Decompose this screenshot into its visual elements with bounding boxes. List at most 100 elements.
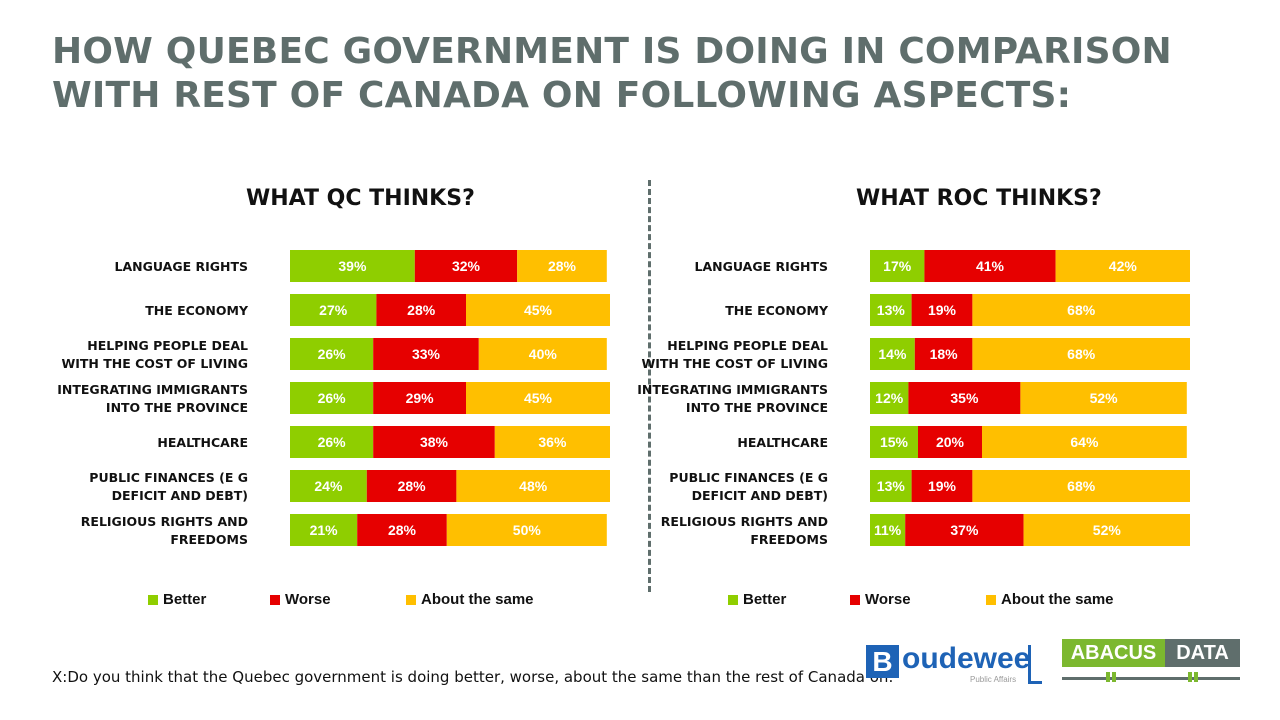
bar-segment-better xyxy=(290,338,374,370)
data-label-worse: 28% xyxy=(407,302,436,318)
bar-segment-worse xyxy=(914,338,973,370)
legend-same: About the same xyxy=(406,591,534,608)
bar-segment-better xyxy=(290,426,374,458)
data-label-same: 36% xyxy=(538,434,567,450)
data-label-worse: 19% xyxy=(928,478,957,494)
category-label: HELPING PEOPLE DEAL xyxy=(87,338,248,353)
category-label: DEFICIT AND DEBT) xyxy=(692,488,828,503)
data-label-worse: 29% xyxy=(406,390,435,406)
category-label: RELIGIOUS RIGHTS AND xyxy=(81,514,248,529)
bar-segment-worse xyxy=(905,514,1024,546)
data-label-same: 28% xyxy=(548,258,577,274)
bar-segment-same xyxy=(446,514,607,546)
category-label: WITH THE COST OF LIVING xyxy=(641,356,828,371)
data-label-better: 24% xyxy=(314,478,343,494)
legend-worse: Worse xyxy=(850,591,986,608)
bar-segment-worse xyxy=(918,426,982,458)
category-label: INTEGRATING IMMIGRANTS xyxy=(57,382,248,397)
category-label: WITH THE COST OF LIVING xyxy=(61,356,248,371)
bar-segment-same xyxy=(982,426,1187,458)
category-label: DEFICIT AND DEBT) xyxy=(112,488,248,503)
data-label-worse: 20% xyxy=(936,434,965,450)
data-label-worse: 19% xyxy=(928,302,957,318)
bar-segment-better xyxy=(870,514,906,546)
legend-same-swatch xyxy=(986,594,996,605)
legend-worse-swatch xyxy=(850,594,860,605)
data-label-worse: 41% xyxy=(976,258,1005,274)
qc-chart-title: WHAT QC THINKS? xyxy=(246,186,475,211)
category-label: LANGUAGE RIGHTS xyxy=(695,259,828,274)
bar-segment-worse xyxy=(376,294,466,326)
bar-segment-same xyxy=(478,338,607,370)
abacus-logo-bead xyxy=(1188,672,1192,682)
abacus-logo-bead xyxy=(1106,672,1110,682)
bar-segment-same xyxy=(517,250,607,282)
data-label-worse: 37% xyxy=(950,522,979,538)
legend-better: Better xyxy=(728,591,850,608)
category-label: FREEDOMS xyxy=(170,532,248,547)
legend-better: Better xyxy=(148,591,270,608)
bar-segment-worse xyxy=(373,382,466,414)
legend-better-swatch xyxy=(148,594,158,605)
qc-legend: Better Worse About the same xyxy=(148,591,534,608)
bar-segment-same xyxy=(494,426,610,458)
category-label: THE ECONOMY xyxy=(145,303,249,318)
data-label-worse: 35% xyxy=(950,390,979,406)
qc-stacked-bar-chart: LANGUAGE RIGHTS 39% 32% 28% THE ECONOMY 27% 28… xyxy=(57,250,610,547)
legend-worse-label: Worse xyxy=(865,591,911,608)
data-label-better: 39% xyxy=(338,258,367,274)
data-label-better: 27% xyxy=(319,302,348,318)
bar-segment-same xyxy=(466,382,610,414)
roc-stacked-bar-chart: LANGUAGE RIGHTS 17% 41% 42% THE ECONOMY 13% 19… xyxy=(637,250,1190,547)
category-label: INTO THE PROVINCE xyxy=(106,400,248,415)
bar-segment-worse xyxy=(357,514,447,546)
boudeweel-logo-initial: B xyxy=(866,645,899,678)
bar-segment-worse xyxy=(908,382,1021,414)
roc-chart-panel: WHAT ROC THINKS? LANGUAGE RIGHTS 17% 41% 42… xyxy=(637,180,1200,620)
abacus-logo-right: DATA xyxy=(1165,639,1240,667)
data-label-same: 64% xyxy=(1070,434,1099,450)
legend-better-swatch xyxy=(728,594,738,605)
abacus-logo-bead xyxy=(1194,672,1198,682)
data-label-worse: 33% xyxy=(412,346,441,362)
data-label-worse: 38% xyxy=(420,434,449,450)
bar-segment-worse xyxy=(373,426,495,458)
category-label: THE ECONOMY xyxy=(725,303,829,318)
bar-segment-same xyxy=(972,294,1190,326)
category-label: RELIGIOUS RIGHTS AND xyxy=(661,514,828,529)
data-label-same: 52% xyxy=(1093,522,1122,538)
bar-segment-same xyxy=(972,470,1190,502)
data-label-worse: 28% xyxy=(388,522,417,538)
roc-chart-title: WHAT ROC THINKS? xyxy=(856,186,1102,211)
bar-segment-better xyxy=(870,250,925,282)
data-label-same: 52% xyxy=(1090,390,1119,406)
data-label-worse: 18% xyxy=(930,346,959,362)
data-label-better: 26% xyxy=(318,434,347,450)
abacus-data-logo: ABACUS DATA xyxy=(1062,639,1240,682)
boudeweel-logo-name: oudewee xyxy=(902,642,1031,675)
data-label-same: 68% xyxy=(1067,346,1096,362)
bar-segment-better xyxy=(290,470,367,502)
category-label: PUBLIC FINANCES (E G xyxy=(669,470,828,485)
category-label: INTO THE PROVINCE xyxy=(686,400,828,415)
bar-segment-worse xyxy=(366,470,457,502)
category-label: PUBLIC FINANCES (E G xyxy=(89,470,248,485)
category-label: HELPING PEOPLE DEAL xyxy=(667,338,828,353)
survey-question: X:Do you think that the Quebec governmen… xyxy=(52,668,894,686)
data-label-better: 26% xyxy=(318,390,347,406)
bar-segment-better xyxy=(870,382,909,414)
legend-same-label: About the same xyxy=(1001,591,1114,608)
bar-segment-worse xyxy=(414,250,518,282)
boudeweel-logo-l-foot xyxy=(1028,681,1042,684)
data-label-same: 50% xyxy=(513,522,542,538)
roc-legend: Better Worse About the same xyxy=(728,591,1114,608)
legend-same-label: About the same xyxy=(421,591,534,608)
bar-segment-better xyxy=(870,470,912,502)
bar-segment-worse xyxy=(373,338,479,370)
category-label: LANGUAGE RIGHTS xyxy=(115,259,248,274)
abacus-logo-rail xyxy=(1062,677,1240,680)
bar-segment-better xyxy=(870,294,912,326)
bar-segment-same xyxy=(972,338,1190,370)
bar-segment-better xyxy=(870,338,915,370)
data-label-better: 13% xyxy=(877,478,906,494)
